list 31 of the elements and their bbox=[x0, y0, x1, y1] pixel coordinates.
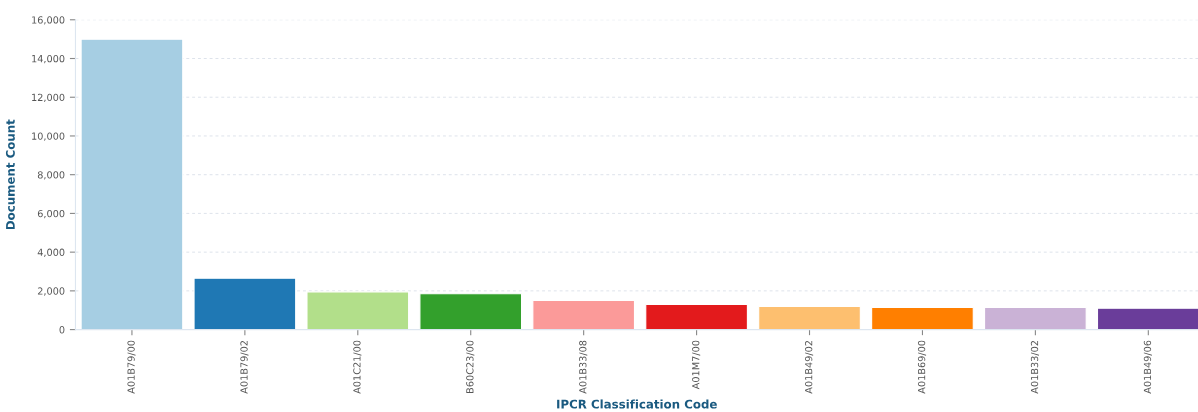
y-tick-label: 6,000 bbox=[37, 209, 65, 219]
y-tick-label: 10,000 bbox=[32, 132, 65, 141]
bar bbox=[645, 303, 748, 330]
y-tick-label: 12,000 bbox=[32, 93, 65, 103]
x-tick-label: A01B33/08 bbox=[579, 340, 588, 394]
x-tick-label: A01M7/00 bbox=[692, 340, 701, 390]
bar bbox=[193, 277, 297, 330]
y-tick-label: 4,000 bbox=[37, 248, 65, 257]
x-tick-label: A01B79/00 bbox=[127, 340, 136, 394]
x-tick-label: A01B33/02 bbox=[1030, 340, 1039, 394]
y-tick-label: 0 bbox=[59, 326, 65, 334]
x-tick-label: A01C21/00 bbox=[353, 340, 362, 394]
bar bbox=[871, 306, 974, 330]
x-tick-label: A01B79/02 bbox=[240, 340, 249, 394]
x-axis-title: IPCR Classification Code bbox=[557, 399, 717, 409]
y-tick-label: 16,000 bbox=[32, 16, 65, 25]
y-tick-label: 14,000 bbox=[32, 54, 65, 64]
bar bbox=[758, 305, 861, 330]
y-axis-title: Document Count bbox=[5, 119, 15, 230]
bar bbox=[984, 306, 1087, 330]
y-tick-label: 8,000 bbox=[37, 171, 65, 180]
bar bbox=[306, 291, 410, 330]
bar bbox=[1096, 307, 1198, 330]
x-tick-label: A01B69/00 bbox=[917, 340, 927, 394]
bar bbox=[80, 38, 184, 330]
x-tick-label: B60C23/00 bbox=[466, 340, 475, 393]
x-tick-label: A01B49/02 bbox=[804, 340, 814, 394]
bar bbox=[419, 293, 523, 330]
bar bbox=[532, 299, 636, 330]
y-tick-label: 2,000 bbox=[37, 287, 65, 296]
x-tick-label: A01B49/06 bbox=[1143, 340, 1152, 394]
